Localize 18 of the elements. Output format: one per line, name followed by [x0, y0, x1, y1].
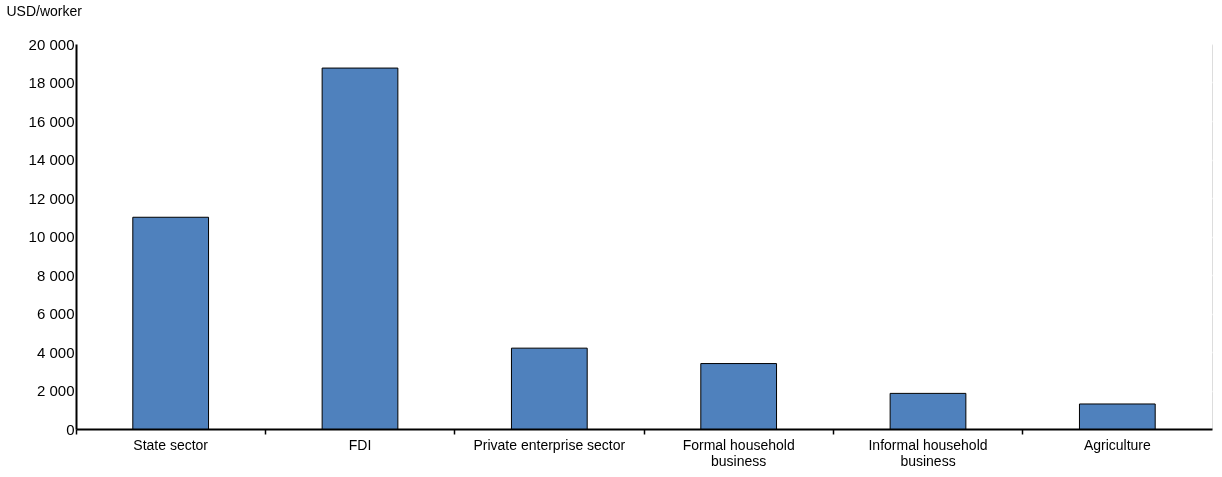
y-tick-label: 14 000	[28, 151, 75, 168]
y-axis-title: USD/worker	[6, 2, 83, 19]
x-tick-label: Informal household business	[868, 436, 988, 469]
y-tick-label: 4 000	[36, 343, 75, 361]
y-tick-label: 16 000	[28, 112, 75, 130]
y-tick-label: 12 000	[28, 189, 75, 207]
y-tick-label: 2 000	[36, 382, 75, 399]
y-tick-label: 0	[66, 420, 75, 438]
x-tick-label: Agriculture	[1083, 436, 1151, 453]
x-tick-label: State sector	[133, 436, 209, 453]
y-tick-label: 10 000	[28, 228, 75, 245]
y-tick-label: 18 000	[28, 74, 75, 91]
y-tick-label: 8 000	[36, 266, 75, 284]
x-tick-label: Formal household business	[682, 436, 795, 469]
y-tick-label: 20 000	[28, 35, 75, 53]
y-tick-label: 6 000	[36, 305, 75, 322]
x-tick-label: Private enterprise sector	[473, 436, 626, 453]
x-tick-label: FDI	[348, 436, 372, 453]
